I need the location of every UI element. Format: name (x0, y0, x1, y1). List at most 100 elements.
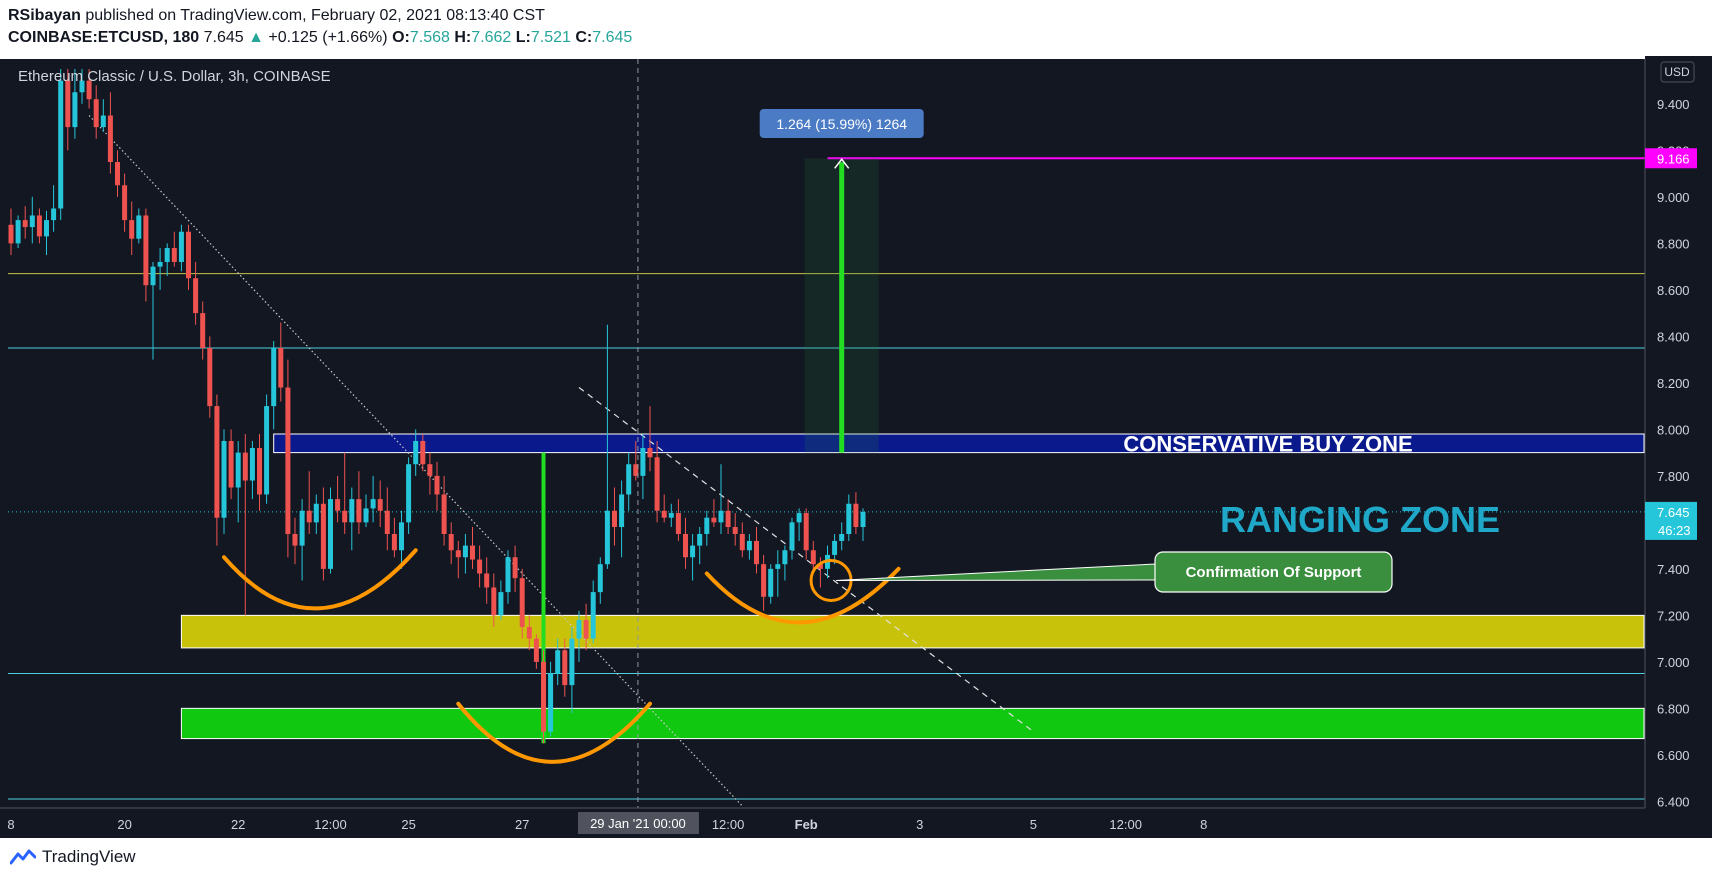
candle (803, 508, 809, 560)
candle-body (391, 533, 397, 551)
candle-body (555, 650, 561, 674)
candle-body (150, 266, 156, 286)
price-tick-label: 9.000 (1657, 190, 1690, 205)
candle (221, 429, 227, 534)
candle-body (576, 620, 582, 639)
candle (491, 573, 497, 627)
candle-body (335, 499, 341, 511)
target-price-tag (1645, 148, 1697, 169)
candle (164, 243, 170, 276)
footer: TradingView (0, 838, 1712, 882)
candle-body (249, 447, 255, 481)
candle-body (853, 503, 859, 528)
candle (356, 471, 362, 534)
candle-body (420, 440, 426, 465)
candle (427, 452, 433, 495)
candle (725, 499, 731, 534)
rounded-bottom-arc (456, 701, 652, 764)
candle-body (406, 464, 412, 523)
candle (654, 440, 660, 523)
candle-body (29, 215, 35, 228)
candle (462, 533, 468, 574)
candle (122, 173, 128, 232)
price-axis[interactable]: 6.4006.6006.8007.0007.2007.4007.6007.800… (1644, 56, 1712, 838)
tradingview-logo-icon (10, 849, 36, 865)
candle-body (732, 527, 738, 534)
candle-body (519, 578, 525, 627)
candle (228, 429, 234, 500)
candle (29, 196, 35, 244)
candle-body (647, 447, 653, 458)
candle-body (399, 522, 404, 551)
candle-body (271, 347, 277, 407)
candle-body (541, 661, 546, 732)
candle-body (228, 440, 234, 488)
candle-body (427, 464, 433, 476)
candle-body (633, 464, 639, 476)
crosshair-time-label: 29 Jan '21 00:00 (590, 816, 686, 831)
candle-body (562, 650, 568, 686)
price-tick-label: 7.400 (1657, 562, 1690, 577)
last-price-tag (1645, 501, 1697, 540)
candle (832, 533, 838, 565)
candle (470, 527, 475, 569)
candle-body (583, 620, 589, 639)
candle (718, 464, 724, 534)
candle (675, 499, 681, 541)
candle (214, 394, 220, 546)
currency-button[interactable]: USD (1660, 61, 1695, 83)
candle (264, 394, 270, 504)
candle-body (299, 510, 305, 546)
candle (115, 150, 120, 197)
candle (640, 434, 646, 500)
candle-body (264, 406, 270, 495)
candles (8, 69, 866, 744)
candle (79, 69, 85, 104)
candle-body (690, 545, 696, 558)
candle (193, 261, 199, 325)
candle (328, 487, 333, 574)
candle (8, 208, 14, 255)
candle (399, 510, 404, 569)
time-tick-label: 12:00 (712, 817, 745, 832)
candle (349, 487, 355, 551)
author-name[interactable]: RSibayan (8, 7, 81, 24)
candle (58, 69, 64, 221)
candle-body (65, 80, 71, 128)
candle (604, 324, 610, 569)
candle (647, 406, 653, 472)
candle-body (839, 533, 845, 541)
candle-body (328, 499, 333, 569)
tradingview-brand[interactable]: TradingView (10, 847, 136, 867)
candle-body (157, 261, 163, 267)
arcs (222, 548, 901, 764)
candle-body (384, 510, 390, 534)
candle-body (604, 510, 610, 565)
candle-body (675, 513, 681, 534)
candle-body (768, 568, 774, 597)
price-chart[interactable]: CONSERVATIVE BUY ZONE 1.264 (15.99%) 126… (0, 56, 1712, 838)
candle (129, 201, 135, 255)
candle (633, 440, 639, 481)
candle-body (640, 447, 646, 476)
price-tick-label: 8.800 (1657, 236, 1690, 251)
candle (335, 475, 341, 523)
candle (178, 224, 184, 272)
candle (200, 301, 206, 360)
measure-tool: 1.264 (15.99%) 1264 (541, 109, 924, 744)
candle (249, 440, 255, 500)
candle (143, 208, 149, 302)
rounded-bottom-arc (222, 548, 418, 611)
candle (271, 341, 277, 430)
buy-zone-label: CONSERVATIVE BUY ZONE (1123, 432, 1412, 457)
candle (746, 533, 752, 560)
candle-body (512, 557, 518, 579)
price-tick-label: 7.000 (1657, 655, 1690, 670)
candle (839, 522, 845, 551)
candle (569, 626, 575, 714)
price-axis-bg (1645, 56, 1712, 838)
chart-top-border (0, 56, 1712, 59)
candle (761, 554, 767, 611)
candle-body (15, 220, 21, 244)
